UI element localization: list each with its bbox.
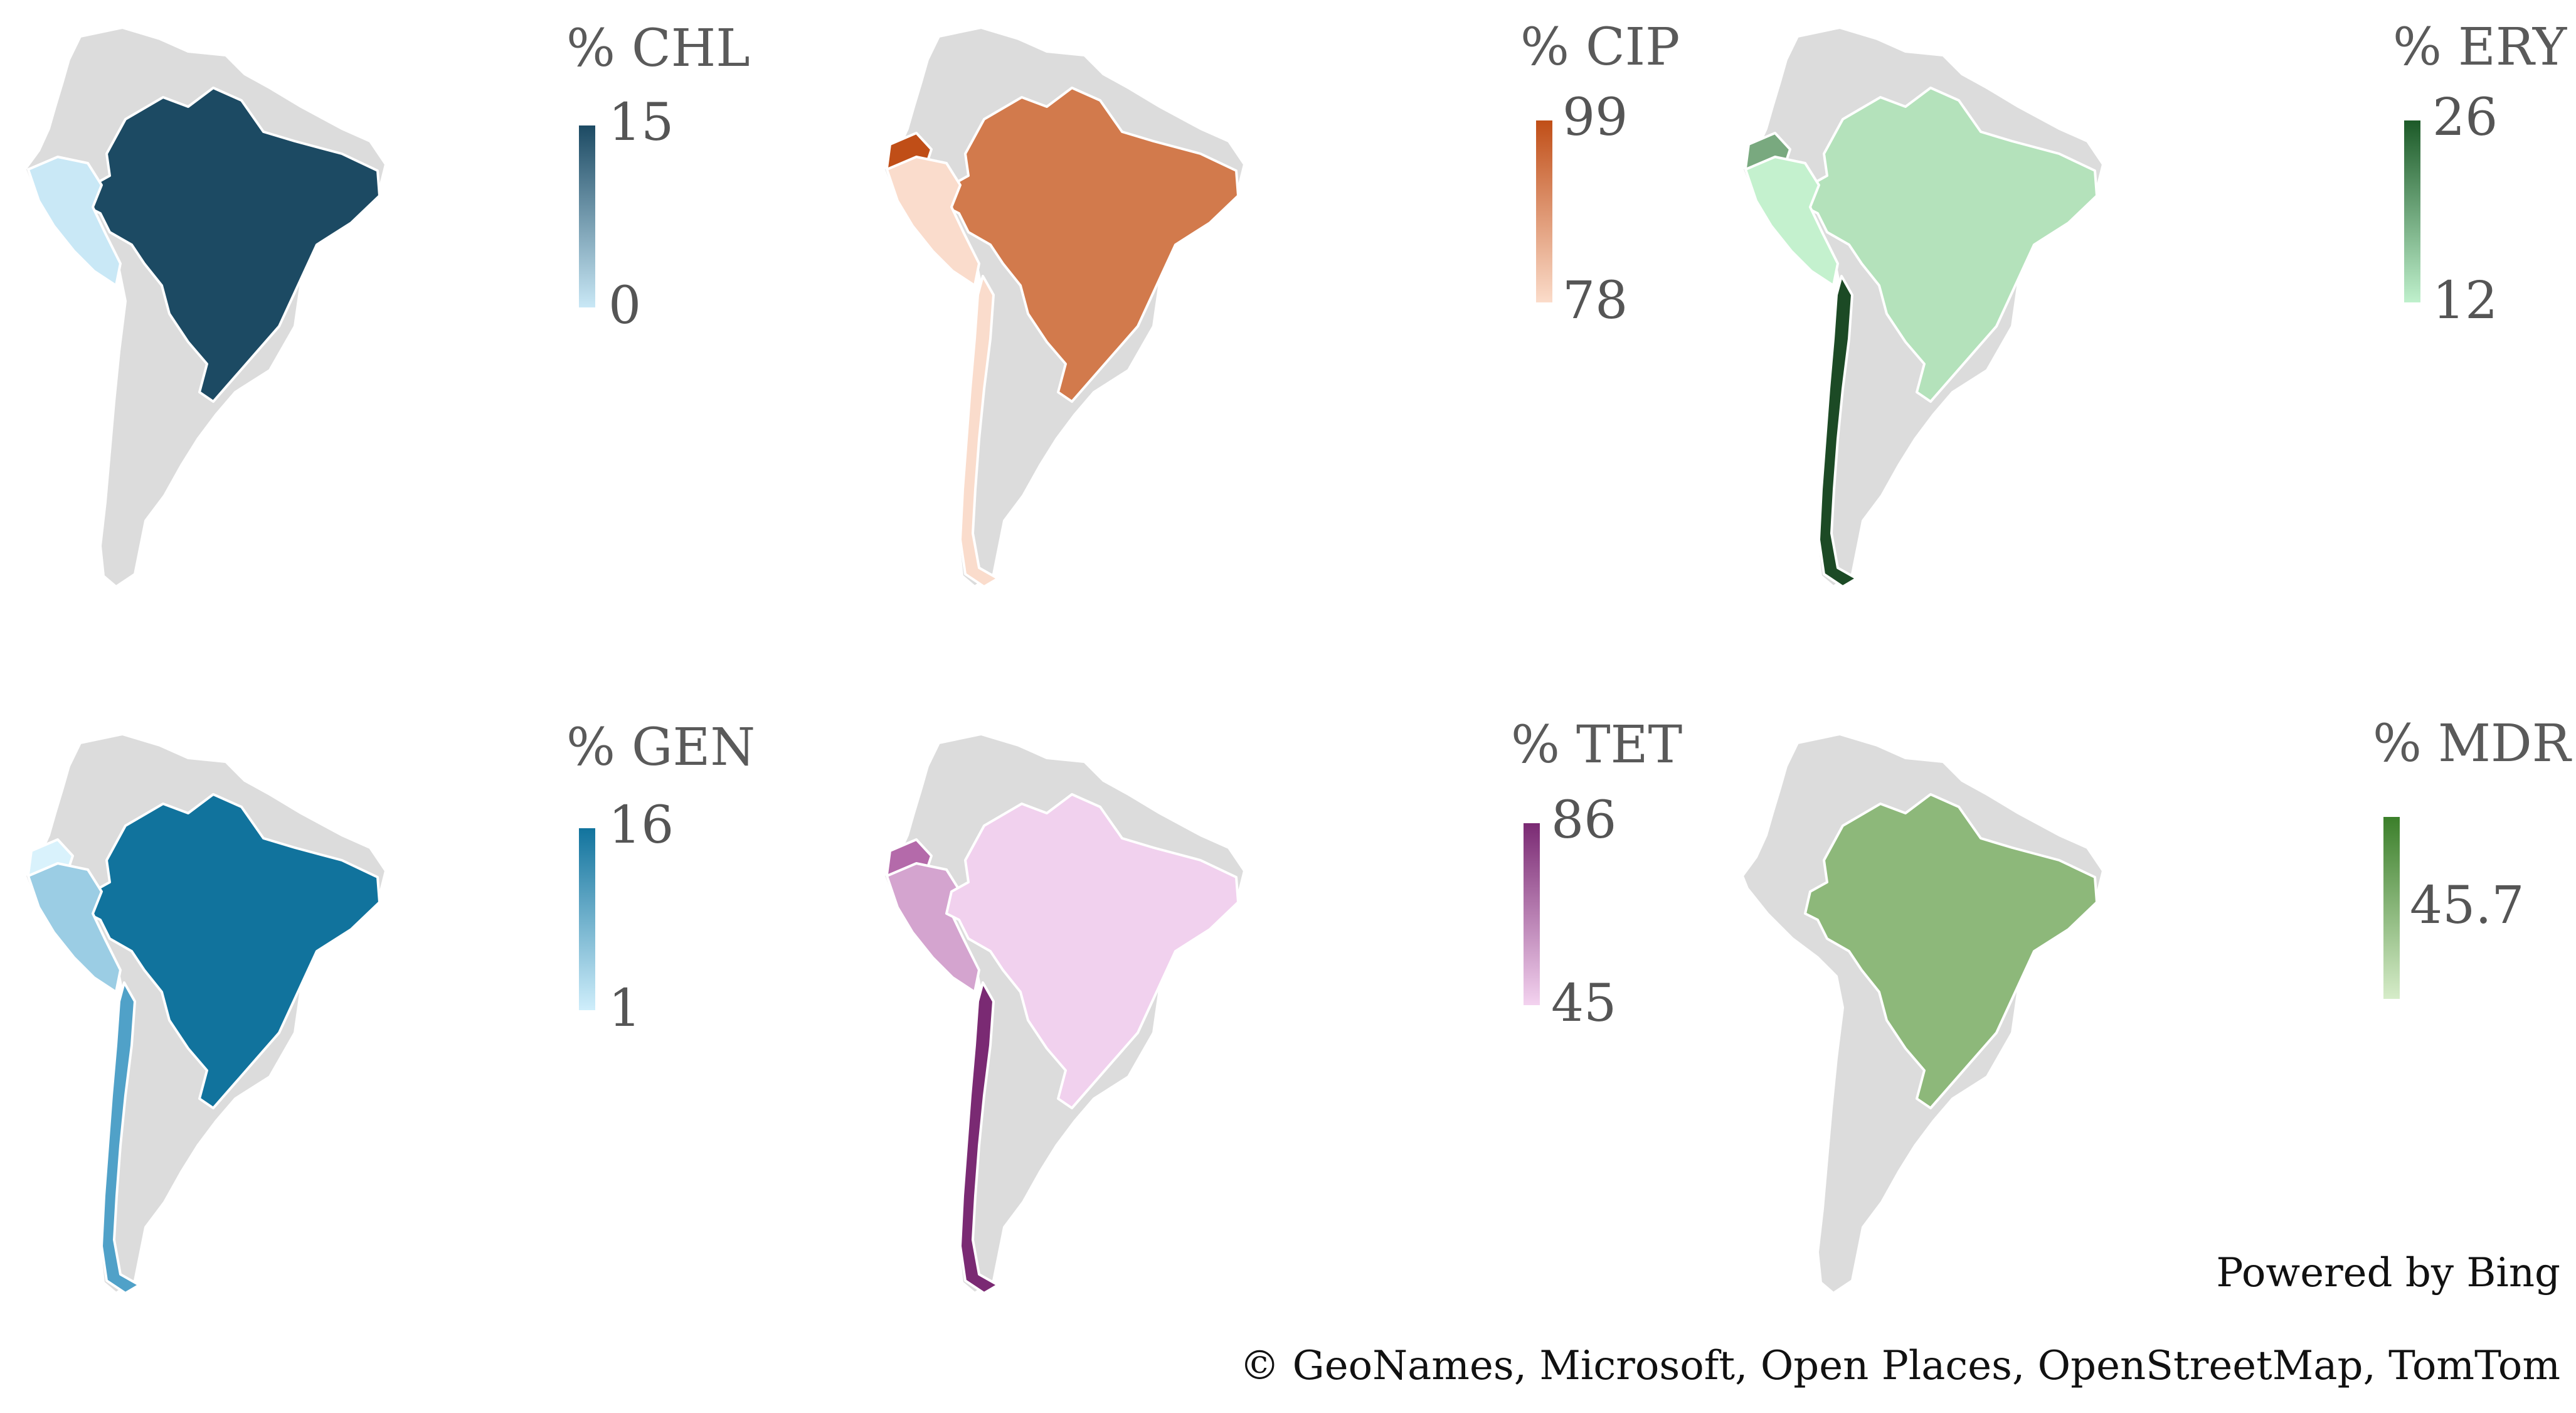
country-peru <box>1744 156 1839 287</box>
country-brazil <box>1804 87 2098 403</box>
map-panel-gen: % GEN 16 1 <box>0 706 859 1413</box>
south-america-map <box>24 26 387 588</box>
map-copyright: © GeoNames, Microsoft, Open Places, Open… <box>1239 1343 2560 1389</box>
legend-max-label: 16 <box>608 796 674 855</box>
country-chile <box>959 275 999 588</box>
legend-max-label: 86 <box>1551 791 1617 850</box>
legend-color-bar <box>579 828 595 1010</box>
country-chile <box>1818 275 1858 588</box>
legend-min-label: 45 <box>1551 974 1617 1033</box>
legend-color-bar <box>2404 120 2420 302</box>
south-america-map <box>883 26 1246 588</box>
legend-title: % MDR <box>2373 714 2571 774</box>
legend-value-label: 45.7 <box>2410 876 2525 936</box>
country-peru <box>886 156 980 287</box>
country-brazil <box>87 793 381 1109</box>
map-panel-tet: % TET 86 45 <box>859 706 1717 1413</box>
country-peru <box>27 156 122 287</box>
powered-by-bing: Powered by Bing <box>2216 1250 2560 1296</box>
legend-title: % CHL <box>566 19 750 78</box>
country-brazil <box>1804 793 2098 1109</box>
legend-max-label: 15 <box>608 93 674 152</box>
country-peru <box>27 862 122 993</box>
legend-max-label: 99 <box>1562 88 1628 147</box>
map-panel-ery: % ERY 26 12 <box>1717 0 2576 706</box>
legend-title: % TET <box>1511 715 1683 775</box>
legend-color-bar <box>1524 823 1540 1005</box>
map-panel-chl: % CHL 15 0 <box>0 0 859 706</box>
south-america-map <box>883 733 1246 1294</box>
legend-color-bar <box>2383 817 2400 999</box>
country-brazil <box>87 87 381 403</box>
legend-title: % CIP <box>1520 18 1680 77</box>
legend-title: % ERY <box>2393 18 2567 77</box>
legend-color-bar <box>1536 120 1552 302</box>
legend-min-label: 1 <box>608 979 642 1038</box>
legend-min-label: 78 <box>1562 271 1628 331</box>
country-brazil <box>945 87 1239 403</box>
legend-min-label: 0 <box>608 276 642 336</box>
country-chile <box>100 981 140 1294</box>
south-america-map <box>1741 26 2104 588</box>
legend-color-bar <box>579 125 595 307</box>
legend-min-label: 12 <box>2432 271 2498 331</box>
south-america-map <box>24 733 387 1294</box>
country-chile <box>959 981 999 1294</box>
legend-max-label: 26 <box>2432 88 2498 147</box>
country-brazil <box>945 793 1239 1109</box>
map-panel-cip: % CIP 99 78 <box>859 0 1717 706</box>
legend-title: % GEN <box>566 718 756 777</box>
map-panel-mdr: % MDR 45.7 <box>1717 706 2576 1413</box>
south-america-map <box>1741 733 2104 1294</box>
